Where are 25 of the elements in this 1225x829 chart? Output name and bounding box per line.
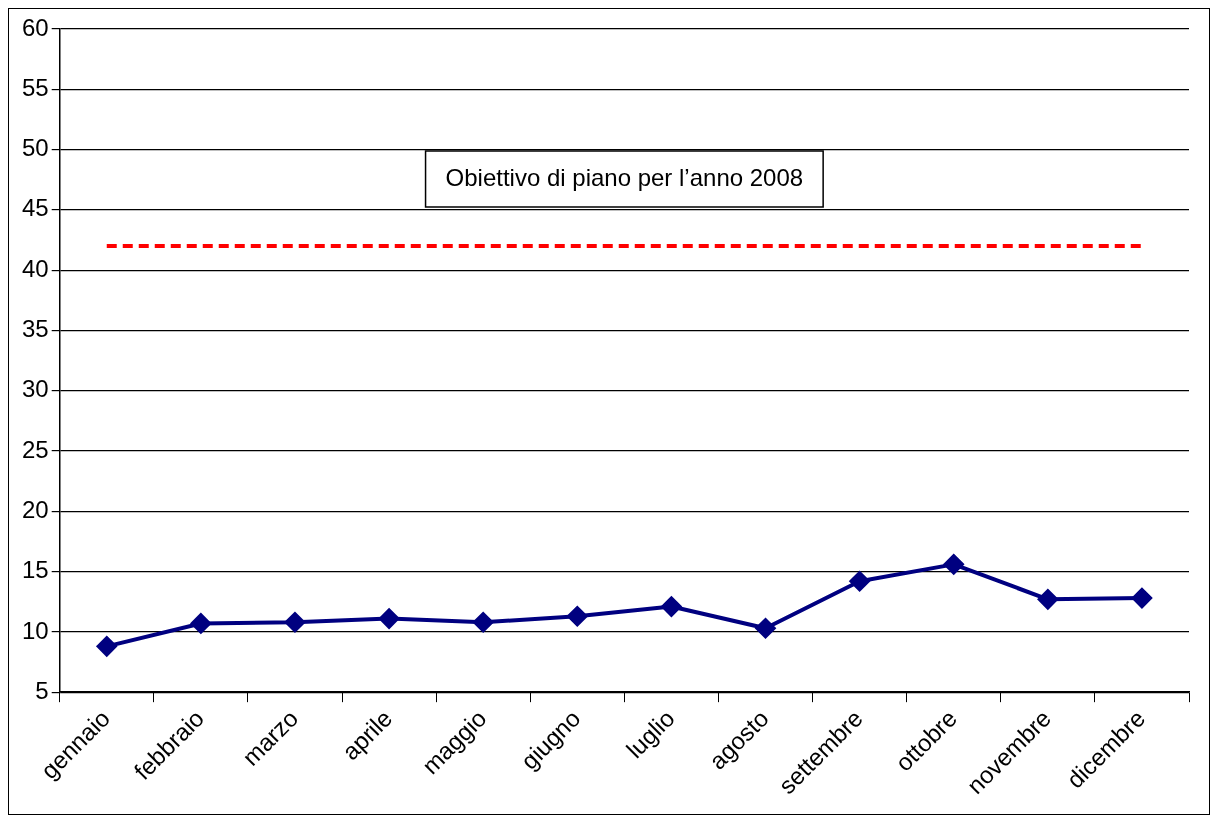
- y-tick-label: 35: [21, 315, 49, 343]
- y-tick-label: 45: [21, 194, 49, 222]
- y-tick-label: 20: [21, 495, 49, 523]
- point: [1037, 589, 1058, 610]
- y-tick-label: 30: [21, 375, 49, 403]
- y-tick-label: 5: [35, 676, 49, 704]
- ref-line-label: Obiettivo di piano per l’anno 2008: [445, 163, 804, 191]
- point: [284, 612, 305, 633]
- point: [661, 596, 682, 617]
- y-tick-label: 60: [21, 13, 49, 41]
- point: [473, 612, 494, 633]
- y-tick-label: 10: [21, 616, 49, 644]
- y-tick-label: 25: [21, 435, 49, 463]
- y-tick-label: 40: [21, 254, 49, 282]
- point: [943, 554, 964, 575]
- y-tick-label: 15: [21, 556, 49, 584]
- point: [567, 606, 588, 627]
- point: [379, 608, 400, 629]
- point: [96, 636, 117, 657]
- y-tick-label: 50: [21, 134, 49, 162]
- point: [755, 618, 776, 639]
- point: [190, 613, 211, 634]
- point: [1131, 588, 1152, 609]
- point: [849, 571, 870, 592]
- y-tick-label: 55: [21, 73, 49, 101]
